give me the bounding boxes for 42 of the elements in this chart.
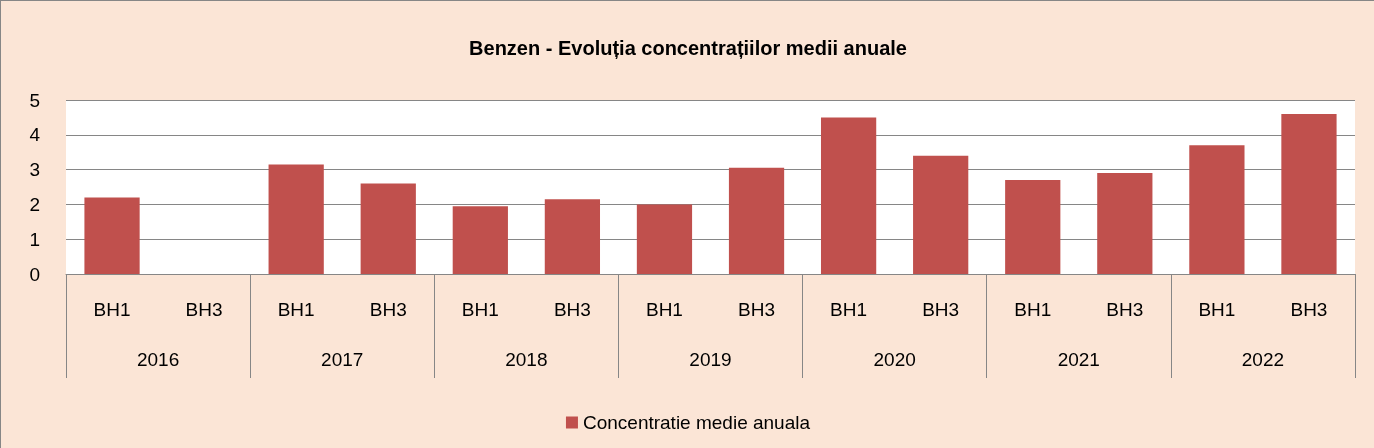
y-tick-label: 0 [29, 263, 40, 285]
y-tick-label: 2 [29, 193, 40, 215]
y-tick-label: 4 [29, 124, 41, 146]
legend-label: Concentratie medie anuala [582, 412, 811, 433]
bar [1281, 113, 1337, 274]
bar [1189, 145, 1245, 274]
x-tick-label: BH3 [922, 299, 960, 320]
text: 2016 [136, 349, 180, 370]
x-tick-label: BH1 [277, 299, 315, 320]
bar [1097, 173, 1153, 274]
bar [820, 117, 877, 274]
bar [544, 199, 601, 274]
bar [84, 197, 140, 274]
text: 2021 [1057, 349, 1100, 370]
y-tick-label: 5 [29, 89, 40, 111]
x-tick-label: BH3 [738, 299, 776, 320]
text: 2020 [873, 349, 916, 370]
x-tick-label: BH3 [553, 299, 591, 320]
bar [636, 204, 693, 274]
x-tick-label: BH3 [1106, 299, 1144, 320]
x-tick-label: BH1 [830, 299, 868, 320]
bar [1005, 180, 1061, 274]
bar [913, 155, 969, 274]
y-tick-label: 1 [29, 228, 40, 250]
bar [452, 206, 508, 274]
x-tick-label: BH1 [645, 299, 683, 320]
x-tick-label: BH1 [1198, 299, 1236, 320]
x-tick-label: BH3 [1290, 299, 1328, 320]
x-tick-label: BH1 [461, 299, 499, 320]
bar [728, 167, 785, 274]
x-tick-label: BH1 [1014, 299, 1052, 320]
text: 2017 [321, 349, 364, 370]
text: 2018 [505, 349, 548, 370]
bar [268, 164, 324, 274]
text: 2022 [1241, 349, 1285, 370]
y-tick-label: 3 [29, 159, 40, 181]
x-tick-label: BH3 [369, 299, 407, 320]
x-tick-label: BH3 [185, 299, 223, 320]
bar [360, 183, 416, 274]
chart-title: Benzen - Evoluția concentrațiilor medii anuale [469, 37, 907, 59]
text: 2019 [689, 349, 732, 370]
x-tick-label: BH1 [93, 299, 131, 320]
